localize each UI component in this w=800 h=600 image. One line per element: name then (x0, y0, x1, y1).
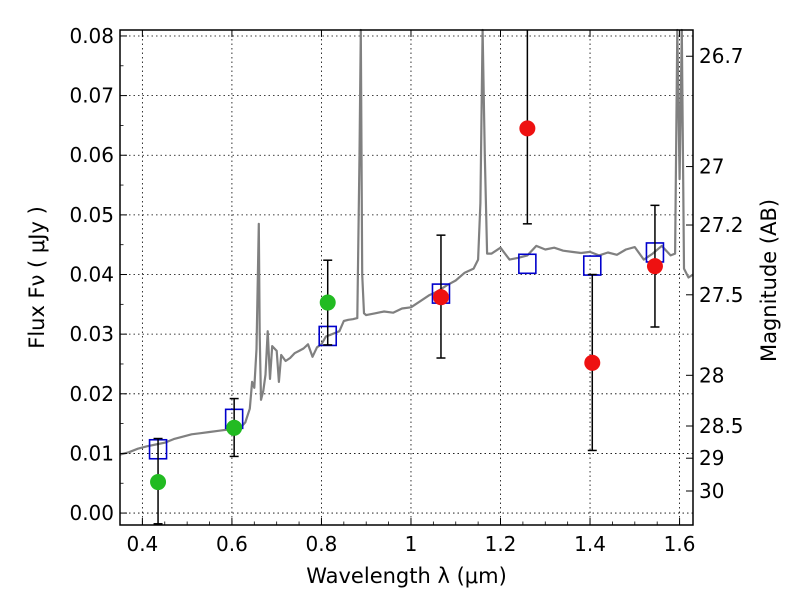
model-point (582, 255, 602, 276)
y-tick-label: 0.00 (69, 501, 114, 525)
y2-tick-label: 27.5 (699, 283, 744, 307)
grid (120, 30, 693, 525)
y-tick-label: 0.06 (69, 143, 114, 167)
y2-tick-label: 27.2 (699, 213, 744, 237)
green-point (319, 294, 336, 311)
y-axis-title: Flux Fν ( μJy ) (25, 206, 49, 349)
x-tick-label: 1.6 (664, 532, 696, 556)
red-point (519, 120, 536, 137)
red-point (646, 258, 663, 275)
y2-tick-label: 30 (699, 479, 724, 503)
y-tick-label: 0.03 (69, 322, 114, 346)
y-tick-label: 0.08 (69, 24, 114, 48)
y-tick-label: 0.02 (69, 382, 114, 406)
y-tick-label: 0.05 (69, 203, 114, 227)
model-point (518, 253, 537, 275)
data-points (148, 30, 665, 525)
green-point (150, 474, 167, 491)
y-tick-label: 0.04 (69, 263, 114, 287)
x-tick-label: 0.4 (126, 532, 158, 556)
x-tick-label: 1 (405, 532, 418, 556)
axis-ticks: 0.4 0.6 0.8 1 1.2 1.4 1.6 0.00 0.01 0.02 0.03 0.04 0… (69, 24, 743, 556)
spectrum (119, 28, 694, 456)
x-tick-label: 0.8 (306, 532, 338, 556)
y2-tick-label: 26.7 (699, 44, 744, 68)
red-point (432, 289, 449, 306)
green-point (226, 419, 243, 436)
spectrum-line (119, 28, 694, 456)
y2-tick-label: 28.5 (699, 414, 744, 438)
y2-axis-title: Magnitude (AB) (757, 199, 781, 362)
x-axis-title: Wavelength λ (μm) (306, 564, 507, 588)
y2-tick-label: 27 (699, 155, 724, 179)
y-tick-label: 0.01 (69, 441, 114, 465)
y2-tick-label: 28 (699, 363, 724, 387)
red-point (584, 354, 601, 371)
plot-frame (119, 29, 694, 526)
y2-tick-label: 29 (699, 446, 724, 470)
x-tick-label: 1.2 (485, 532, 517, 556)
x-tick-label: 1.4 (574, 532, 606, 556)
x-tick-label: 0.6 (216, 532, 248, 556)
y-tick-label: 0.07 (69, 84, 114, 108)
